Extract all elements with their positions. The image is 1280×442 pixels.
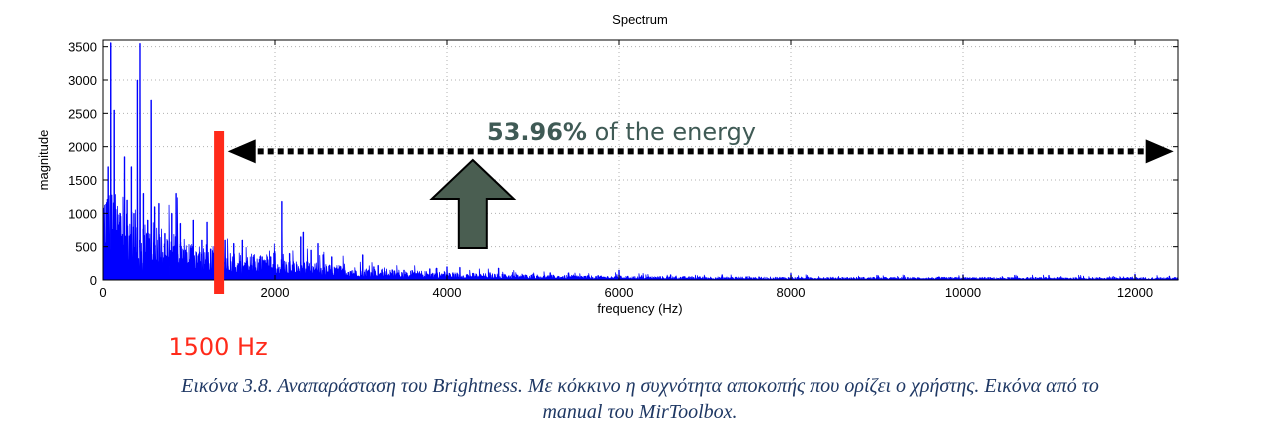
energy-percentage: 53.96% <box>487 118 587 146</box>
y-tick-label: 1500 <box>68 173 97 188</box>
y-tick-label: 0 <box>90 273 97 288</box>
caption-line-2: manual του MirToolbox. <box>542 401 738 423</box>
x-axis-label: frequency (Hz) <box>597 301 682 316</box>
x-tick-label: 10000 <box>945 285 981 300</box>
caption-line-1: Εικόνα 3.8. Αναπαράσταση του Brightness.… <box>181 375 1099 397</box>
arrowhead-right-icon <box>1145 139 1174 164</box>
x-tick-label: 0 <box>99 285 106 300</box>
energy-text: of the energy <box>587 118 756 146</box>
y-tick-label: 2500 <box>68 106 97 121</box>
plot-frame <box>102 39 1179 281</box>
x-tick-label: 2000 <box>261 285 290 300</box>
chart-title: Spectrum <box>612 12 668 27</box>
x-tick-label: 6000 <box>605 285 634 300</box>
figure-caption: Εικόνα 3.8. Αναπαράσταση του Brightness.… <box>0 373 1280 425</box>
up-arrow-icon <box>429 158 517 249</box>
x-tick-label: 12000 <box>1117 285 1153 300</box>
x-tick-label: 4000 <box>433 285 462 300</box>
spectrum-line <box>102 42 1179 281</box>
cutoff-label: 1500 Hz <box>168 333 267 361</box>
y-axis-label: magnitude <box>36 130 51 191</box>
y-tick-label: 1000 <box>68 206 97 221</box>
arrowhead-left-icon <box>227 139 256 164</box>
x-axis: 0 2000 4000 6000 8000 10000 12000 <box>99 40 1153 300</box>
y-tick-label: 2000 <box>68 140 97 155</box>
x-tick-label: 8000 <box>777 285 806 300</box>
cutoff-marker <box>214 131 225 294</box>
y-axis: 0 500 1000 1500 2000 2500 3000 3500 <box>68 40 1178 288</box>
energy-annotation: 53.96% of the energy <box>487 118 756 146</box>
y-tick-label: 500 <box>75 240 97 255</box>
spectrum-series <box>102 42 1179 281</box>
y-tick-label: 3000 <box>68 73 97 88</box>
y-tick-label: 3500 <box>68 40 97 55</box>
